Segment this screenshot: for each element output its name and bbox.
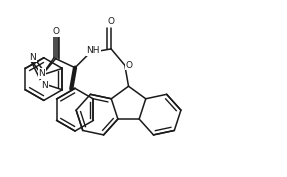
Text: O: O: [52, 27, 59, 36]
Text: O: O: [125, 61, 132, 70]
Text: N: N: [41, 81, 48, 90]
Text: NH: NH: [86, 46, 100, 55]
Text: O: O: [51, 26, 58, 35]
Text: O: O: [108, 17, 115, 26]
Text: N: N: [29, 53, 36, 62]
Text: N: N: [38, 69, 45, 78]
